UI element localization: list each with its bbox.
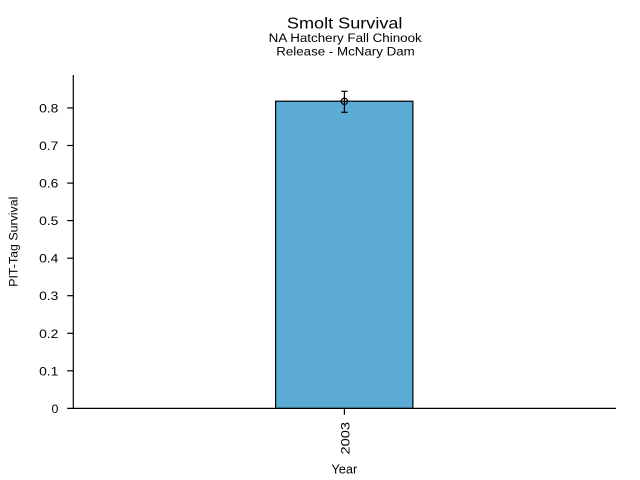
- svg-text:0.5: 0.5: [39, 214, 58, 228]
- svg-text:Smolt Survival: Smolt Survival: [287, 15, 403, 32]
- svg-text:0.1: 0.1: [39, 364, 58, 378]
- svg-text:Release - McNary Dam: Release - McNary Dam: [276, 45, 415, 59]
- svg-text:0.4: 0.4: [39, 252, 58, 266]
- svg-text:2003: 2003: [338, 422, 352, 455]
- svg-text:0: 0: [51, 402, 58, 416]
- svg-text:Year: Year: [331, 462, 358, 477]
- svg-text:0.8: 0.8: [39, 101, 58, 115]
- svg-text:PIT-Tag Survival: PIT-Tag Survival: [7, 197, 21, 287]
- svg-text:0.6: 0.6: [39, 177, 58, 191]
- svg-text:0.3: 0.3: [39, 289, 58, 303]
- svg-text:0.2: 0.2: [39, 327, 58, 341]
- svg-text:0.7: 0.7: [39, 139, 58, 153]
- svg-text:NA Hatchery Fall Chinook: NA Hatchery Fall Chinook: [269, 31, 423, 45]
